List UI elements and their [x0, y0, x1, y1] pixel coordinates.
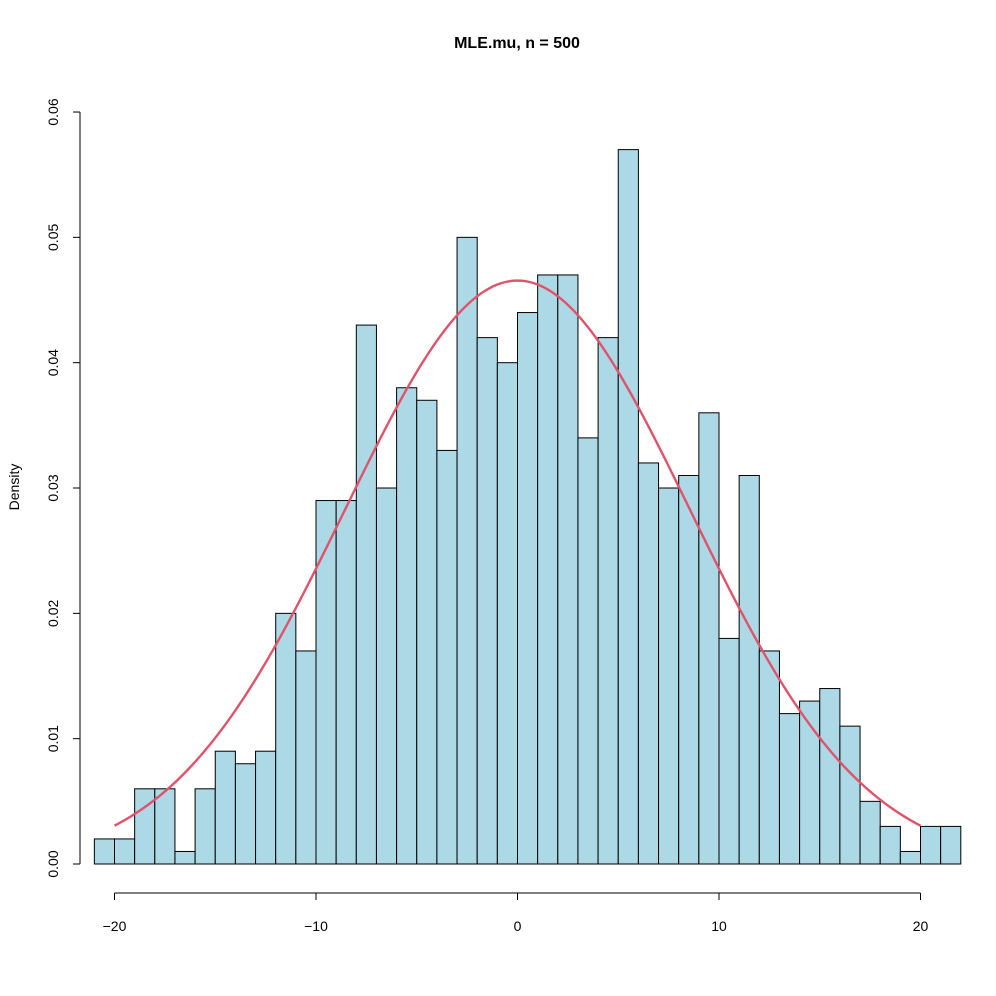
- histogram-bar: [517, 312, 539, 865]
- histogram-bar: [637, 462, 660, 865]
- histogram-bar: [577, 437, 599, 865]
- histogram-bar: [93, 838, 115, 865]
- histogram-bar: [275, 612, 297, 865]
- x-tick-label: −10: [304, 918, 328, 934]
- histogram-bar: [839, 725, 861, 865]
- curve-layer: [113, 279, 922, 827]
- histogram-bar: [778, 713, 801, 865]
- histogram-bar: [114, 838, 136, 865]
- y-tick-label: 0.03: [45, 474, 61, 501]
- histogram-bar: [617, 149, 639, 865]
- histogram-bar: [295, 650, 317, 865]
- histogram-bar: [758, 650, 780, 865]
- y-tick-label: 0.01: [45, 725, 61, 752]
- histogram-bar: [174, 850, 196, 865]
- histogram-bar: [678, 474, 700, 865]
- histogram-bar: [436, 449, 458, 865]
- histogram-bar: [859, 800, 881, 865]
- y-tick-label: 0.00: [45, 850, 61, 877]
- histogram-bar: [335, 500, 357, 865]
- chart-title: MLE.mu, n = 500: [454, 35, 580, 52]
- histogram-bar: [738, 474, 760, 865]
- histogram-bar: [879, 825, 901, 865]
- histogram-bar: [194, 788, 216, 865]
- histogram-bar: [255, 750, 277, 865]
- histogram-bar: [214, 750, 236, 865]
- histogram-bar: [476, 337, 498, 865]
- histogram-bar: [375, 487, 398, 865]
- x-tick-label: 20: [913, 918, 929, 934]
- histogram-bar: [940, 825, 962, 865]
- y-tick-label: 0.02: [45, 600, 61, 627]
- histogram-bar: [396, 387, 418, 865]
- y-tick-label: 0.05: [45, 224, 61, 251]
- x-axis: −20 −10 0 10 20: [103, 892, 929, 934]
- histogram-bar: [698, 412, 720, 865]
- histogram-bar: [456, 236, 478, 865]
- histogram-bar: [234, 763, 257, 865]
- x-tick-label: 0: [514, 918, 522, 934]
- histogram-bar: [920, 825, 942, 865]
- histogram-bar: [416, 399, 438, 865]
- y-axis: 0.00 0.01 0.02 0.03 0.04 0.05 0.06: [45, 98, 81, 878]
- histogram-bar: [154, 788, 176, 865]
- x-tick-label: 10: [711, 918, 727, 934]
- y-tick-label: 0.06: [45, 98, 61, 125]
- histogram-bar: [496, 362, 519, 865]
- y-axis-label: Density: [6, 464, 22, 511]
- histogram-bar: [718, 637, 740, 865]
- x-tick-label: −20: [103, 918, 127, 934]
- y-tick-label: 0.04: [45, 349, 61, 376]
- histogram-bar: [355, 324, 377, 865]
- histogram-bar: [315, 500, 337, 865]
- histogram-bar: [134, 788, 156, 865]
- density-curve: [113, 279, 922, 827]
- histogram-bar: [899, 850, 921, 865]
- histogram-bar: [658, 487, 680, 865]
- bars-layer: [93, 149, 962, 865]
- histogram-bar: [537, 274, 559, 865]
- histogram-bar: [819, 688, 841, 865]
- histogram-bar: [597, 337, 619, 865]
- histogram-bar: [557, 274, 579, 865]
